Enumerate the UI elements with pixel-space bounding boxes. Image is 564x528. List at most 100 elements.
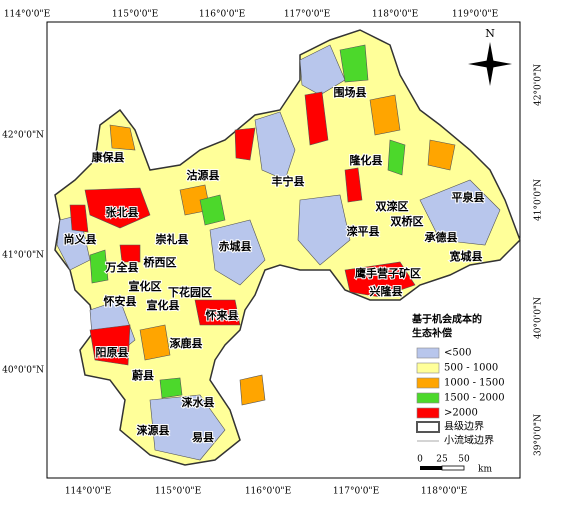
- legend-swatch: [416, 392, 440, 404]
- study-area: [54, 29, 521, 466]
- county-label: 阳原县: [96, 345, 129, 359]
- lon-label: 116°0'0"E: [245, 487, 291, 497]
- county-label: 崇礼县: [156, 232, 189, 246]
- county-label: 涞源县: [137, 423, 170, 437]
- scale-label: 25: [436, 455, 448, 465]
- patch: [84, 187, 151, 229]
- county-label: 双滦区: [376, 199, 409, 213]
- patch: [109, 124, 136, 151]
- legend-swatch: [416, 377, 440, 389]
- legend-label: 1000 - 1500: [444, 378, 505, 389]
- lon-label: 119°0'0"E: [452, 10, 498, 20]
- county-boundary-symbol: [416, 421, 440, 433]
- lat-label: 41°0'0"N: [2, 251, 44, 261]
- scale-segment: [420, 466, 442, 470]
- patch: [89, 249, 109, 284]
- legend-items: <500 500 - 1000 1000 - 1500 1500 - 2000 >200…: [416, 347, 505, 419]
- legend-swatch: [416, 362, 440, 374]
- patch: [344, 261, 416, 298]
- legend: 基于机会成本的 生态补偿 <500 500 - 1000 1000 - 1500 15…: [411, 313, 505, 447]
- lat-label: 42°0'0"N: [2, 131, 44, 141]
- county-label: 承德县: [425, 230, 458, 244]
- scale-label: 0: [417, 455, 423, 465]
- lat-label: 39°0'0"N: [534, 414, 544, 456]
- legend-swatch: [416, 407, 440, 419]
- patch: [339, 44, 369, 83]
- county-label: 丰宁县: [272, 174, 305, 188]
- county-label: 涿鹿县: [170, 336, 203, 350]
- lat-label: 42°0'0"N: [534, 64, 544, 106]
- patch: [299, 44, 346, 96]
- region-outline: [54, 29, 521, 466]
- county-label: 尚义县: [64, 232, 97, 246]
- county-label: 宣化区: [129, 279, 162, 293]
- county-label: 平泉县: [452, 190, 485, 204]
- patch: [419, 179, 501, 246]
- patch: [119, 244, 141, 263]
- patch: [149, 394, 226, 461]
- county-label: 易县: [192, 431, 214, 444]
- lon-label: 117°0'0"E: [333, 487, 379, 497]
- county-label: 怀安县: [104, 294, 137, 308]
- patch: [344, 167, 363, 203]
- county-label: 康保县: [92, 150, 125, 164]
- patch: [69, 204, 89, 233]
- lon-label: 114°0'0"E: [65, 487, 111, 497]
- lon-label: 114°0'0"E: [4, 10, 50, 20]
- lat-label: 41°0'0"N: [534, 179, 544, 221]
- legend-label: 县级边界: [444, 421, 484, 433]
- patch: [199, 194, 226, 226]
- arrow-shape: [468, 60, 512, 68]
- scale-segment: [441, 465, 465, 471]
- patch: [387, 139, 406, 176]
- patch: [297, 194, 351, 266]
- north-arrow: N: [468, 27, 512, 86]
- lon-label: 115°0'0"E: [112, 10, 158, 20]
- legend-label: 1500 - 2000: [444, 393, 505, 404]
- patch: [254, 111, 296, 181]
- county-label: 围场县: [334, 85, 367, 99]
- county-label: 隆化县: [350, 153, 383, 167]
- scale-bar: 0 25 50 km: [417, 455, 492, 475]
- legend-title: 生态补偿: [412, 327, 452, 340]
- patch: [159, 377, 183, 399]
- county-label: 沽源县: [187, 168, 220, 182]
- county-label: 双桥区: [391, 214, 424, 228]
- county-label: 怀来县: [206, 308, 239, 322]
- lat-label: 40°0'0"N: [534, 297, 544, 339]
- lon-label: 118°0'0"E: [372, 10, 418, 20]
- county-label: 万全县: [105, 260, 139, 274]
- county-label: 下花园区: [168, 285, 212, 299]
- county-label: 滦平县: [347, 224, 380, 238]
- legend-label: >2000: [444, 408, 478, 419]
- lat-label: 40°0'0"N: [2, 366, 44, 376]
- lon-label: 115°0'0"E: [155, 487, 201, 497]
- county-label: 赤城县: [219, 239, 252, 253]
- county-label: 宣化县: [147, 298, 180, 312]
- legend-label: 小流域边界: [444, 434, 494, 447]
- lon-label: 116°0'0"E: [199, 10, 245, 20]
- legend-label: 500 - 1000: [444, 363, 498, 374]
- county-label: 鹰手营子矿区: [355, 266, 421, 280]
- scale-label: 50: [458, 455, 470, 465]
- county-label: 桥西区: [144, 255, 177, 269]
- lon-label: 117°0'0"E: [284, 10, 330, 20]
- scale-unit: km: [478, 465, 492, 475]
- lon-label: 118°0'0"E: [421, 487, 467, 497]
- legend-title: 基于机会成本的: [411, 313, 482, 326]
- patch: [304, 91, 329, 146]
- north-label: N: [485, 27, 495, 40]
- county-label: 张北县: [106, 205, 139, 219]
- county-label: 涞水县: [182, 395, 215, 409]
- patch: [369, 94, 401, 136]
- county-label: 兴隆县: [370, 284, 403, 298]
- patch: [194, 299, 241, 326]
- county-label: 宽城县: [449, 249, 483, 263]
- patch: [239, 374, 266, 406]
- patch: [209, 219, 266, 286]
- legend-label: <500: [444, 348, 471, 359]
- legend-swatch: [416, 347, 440, 359]
- patch: [427, 139, 456, 171]
- patch: [234, 127, 256, 161]
